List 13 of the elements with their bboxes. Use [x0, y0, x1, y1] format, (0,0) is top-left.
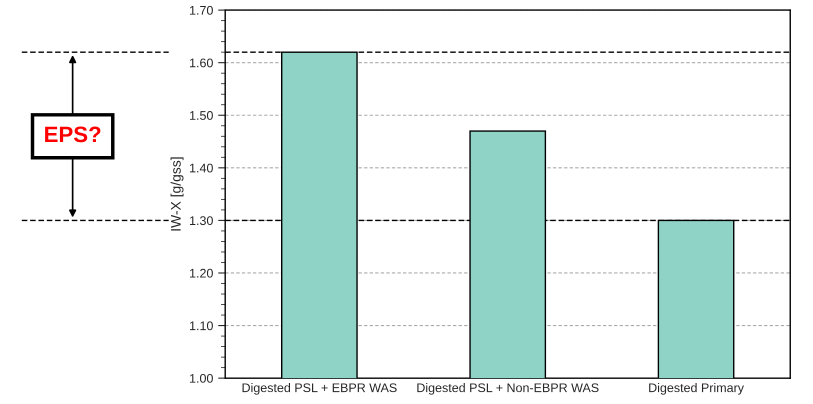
y-tick-label: 1.30	[190, 216, 213, 226]
y-tick-label: 1.20	[190, 268, 213, 278]
y-axis-title: IW-X [g/gss]	[170, 157, 184, 231]
x-tick-label: Digested Primary	[649, 383, 744, 395]
x-tick-label: Digested PSL + EBPR WAS	[242, 383, 397, 395]
y-tick-label: 1.60	[190, 58, 213, 68]
y-tick-label: 1.50	[190, 111, 213, 120]
y-tick-label: 1.40	[190, 164, 213, 172]
y-tick-label: 1.10	[190, 321, 213, 330]
y-tick-label: 1.00	[190, 374, 213, 383]
x-tick-label: Digested PSL + Non-EBPR WAS	[417, 383, 599, 395]
y-tick-label: 1.70	[190, 6, 213, 15]
text: EPS?	[45, 126, 100, 142]
